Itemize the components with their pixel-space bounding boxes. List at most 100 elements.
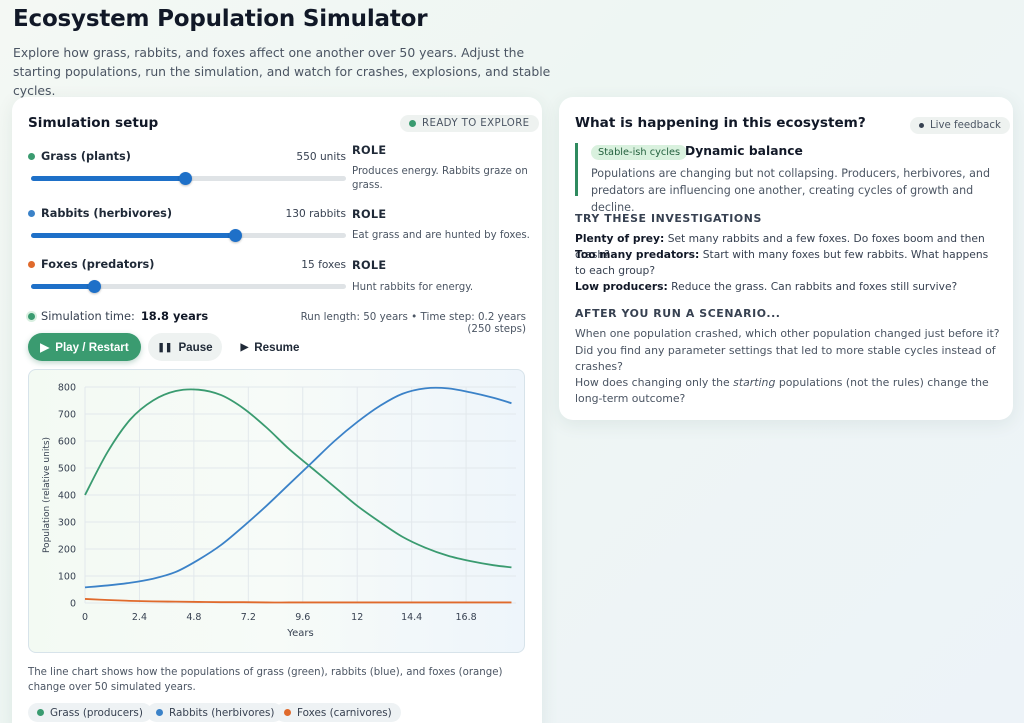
foxes-series-line bbox=[84, 598, 512, 604]
rabbits-label: Rabbits (herbivores) bbox=[28, 207, 172, 220]
reflection-question: How does changing only the starting popu… bbox=[575, 375, 1000, 407]
y-tick-label: 700 bbox=[58, 410, 76, 421]
grass-slider-fill bbox=[31, 176, 186, 181]
x-tick-label: 2.4 bbox=[132, 612, 147, 623]
investigation-lead: Plenty of prey: bbox=[575, 232, 665, 245]
population-chart-svg: 0 100 200 300 400 500 600 700 800 0 2.4 4.8 7.2 9.6 12… bbox=[42, 383, 516, 639]
setup-title: Simulation setup bbox=[28, 115, 159, 131]
sim-time-value: 18.8 years bbox=[140, 309, 209, 323]
foxes-role-text: Hunt rabbits for energy. bbox=[352, 282, 474, 293]
resume-button[interactable]: ▶ Resume bbox=[232, 333, 308, 361]
y-tick-label: 100 bbox=[58, 572, 76, 583]
reflection-question: When one population crashed, which other… bbox=[575, 327, 1000, 340]
x-tick-label: 12 bbox=[351, 612, 363, 623]
x-tick-label: 0 bbox=[82, 612, 88, 623]
investigation-lead: Too many predators: bbox=[575, 248, 700, 261]
live-feedback-text: Live feedback bbox=[930, 120, 1001, 131]
legend-rabbits-dot-icon bbox=[156, 709, 163, 716]
x-axis-label: Years bbox=[286, 628, 313, 639]
grass-slider[interactable] bbox=[31, 172, 346, 185]
play-restart-button[interactable]: ▶ Play / Restart bbox=[28, 333, 141, 361]
grass-role-text: Produces energy. Rabbits graze on grass. bbox=[352, 166, 528, 191]
live-feedback-badge: Live feedback bbox=[910, 117, 1010, 134]
callout-heading: Dynamic balance bbox=[685, 144, 803, 158]
legend-rabbits-label: Rabbits (herbivores) bbox=[169, 706, 275, 719]
resume-label: Resume bbox=[254, 340, 300, 354]
investigation-text: Set many rabbits and a few foxes. Do fox… bbox=[575, 232, 985, 261]
legend-grass: Grass (producers) bbox=[28, 703, 152, 722]
foxes-slider[interactable] bbox=[31, 280, 346, 293]
investigation-text: Reduce the grass. Can rabbits and foxes … bbox=[671, 280, 958, 293]
page-subtitle: Explore how grass, rabbits, and foxes af… bbox=[13, 45, 551, 98]
pause-label: Pause bbox=[178, 340, 213, 354]
rabbits-slider[interactable] bbox=[31, 229, 346, 242]
resume-icon: ▶ bbox=[240, 341, 249, 353]
status-dot-icon bbox=[409, 120, 416, 127]
rabbits-value: 130 rabbits bbox=[285, 208, 346, 220]
rabbits-dot-icon bbox=[28, 210, 35, 217]
callout-text: Populations are changing but not collaps… bbox=[591, 167, 990, 214]
rabbits-series-line bbox=[84, 386, 512, 589]
after-run-heading: AFTER YOU RUN A SCENARIO... bbox=[575, 307, 781, 320]
y-tick-label: 800 bbox=[58, 383, 76, 394]
question-part: How does changing only the bbox=[575, 376, 730, 389]
page-title: Ecosystem Population Simulator bbox=[13, 6, 428, 32]
investigations-heading: TRY THESE INVESTIGATIONS bbox=[575, 212, 762, 225]
feedback-title: What is happening in this ecosystem? bbox=[575, 115, 866, 131]
foxes-value: 15 foxes bbox=[301, 259, 346, 271]
status-text: READY TO EXPLORE bbox=[422, 118, 530, 129]
x-tick-label: 4.8 bbox=[186, 612, 201, 623]
simulation-time: Simulation time: 18.8 years bbox=[28, 309, 208, 323]
grass-series-line bbox=[84, 388, 512, 569]
y-axis-label: Population (relative units) bbox=[42, 437, 52, 553]
reflection-question: Did you find any parameter settings that… bbox=[575, 344, 996, 373]
y-tick-label: 300 bbox=[58, 518, 76, 529]
grass-label: Grass (plants) bbox=[28, 150, 131, 163]
grass-label-text: Grass (plants) bbox=[41, 150, 131, 163]
question-part: populations (not the rules) change the l… bbox=[575, 376, 989, 405]
grass-role-title: ROLE bbox=[352, 144, 387, 157]
sim-time-label: Simulation time: bbox=[41, 309, 135, 323]
foxes-label: Foxes (predators) bbox=[28, 258, 154, 271]
x-tick-label: 14.4 bbox=[401, 612, 422, 623]
foxes-slider-thumb[interactable] bbox=[87, 280, 101, 293]
investigation-item: Low producers: Reduce the grass. Can rab… bbox=[575, 279, 1000, 295]
status-callout: Stable-ish cycles Dynamic balance Popula… bbox=[575, 143, 1000, 214]
foxes-slider-fill bbox=[31, 284, 94, 289]
legend-foxes-dot-icon bbox=[284, 709, 291, 716]
time-status-dot-icon bbox=[28, 312, 35, 320]
rabbits-slider-fill bbox=[31, 233, 236, 238]
legend-foxes: Foxes (carnivores) bbox=[275, 703, 401, 722]
foxes-label-text: Foxes (predators) bbox=[41, 258, 155, 271]
rabbits-role-text: Eat grass and are hunted by foxes. bbox=[352, 230, 530, 241]
rabbits-label-text: Rabbits (herbivores) bbox=[41, 207, 173, 220]
legend-grass-label: Grass (producers) bbox=[50, 706, 143, 719]
foxes-role-title: ROLE bbox=[352, 259, 387, 272]
pause-icon: ❚❚ bbox=[157, 341, 173, 352]
play-label: Play / Restart bbox=[55, 340, 129, 354]
legend-foxes-label: Foxes (carnivores) bbox=[297, 706, 392, 719]
cycle-badge: Stable-ish cycles bbox=[591, 145, 688, 160]
foxes-dot-icon bbox=[28, 261, 35, 268]
y-tick-label: 0 bbox=[70, 599, 76, 610]
run-info: Run length: 50 years • Time step: 0.2 ye… bbox=[300, 311, 526, 335]
status-badge: READY TO EXPLORE bbox=[400, 115, 539, 132]
investigation-text: Start with many foxes but few rabbits. W… bbox=[575, 248, 989, 277]
chart-caption: The line chart shows how the populations… bbox=[28, 667, 503, 693]
investigation-item: Plenty of prey: Set many rabbits and a f… bbox=[575, 231, 1000, 263]
grass-slider-thumb[interactable] bbox=[178, 172, 192, 185]
x-tick-label: 16.8 bbox=[456, 612, 477, 623]
investigation-item: Too many predators: Start with many foxe… bbox=[575, 247, 1000, 279]
x-tick-label: 9.6 bbox=[295, 612, 310, 623]
rabbits-role-title: ROLE bbox=[352, 208, 387, 221]
y-tick-label: 500 bbox=[58, 464, 76, 475]
investigation-lead: Low producers: bbox=[575, 280, 668, 293]
y-tick-label: 400 bbox=[58, 491, 76, 502]
rabbits-slider-thumb[interactable] bbox=[229, 229, 243, 242]
play-icon: ▶ bbox=[40, 341, 50, 354]
y-tick-label: 600 bbox=[58, 437, 76, 448]
grass-value: 550 units bbox=[296, 151, 346, 163]
pause-button[interactable]: ❚❚ Pause bbox=[148, 333, 222, 361]
legend-grass-dot-icon bbox=[37, 709, 44, 716]
live-dot-icon bbox=[919, 123, 924, 128]
